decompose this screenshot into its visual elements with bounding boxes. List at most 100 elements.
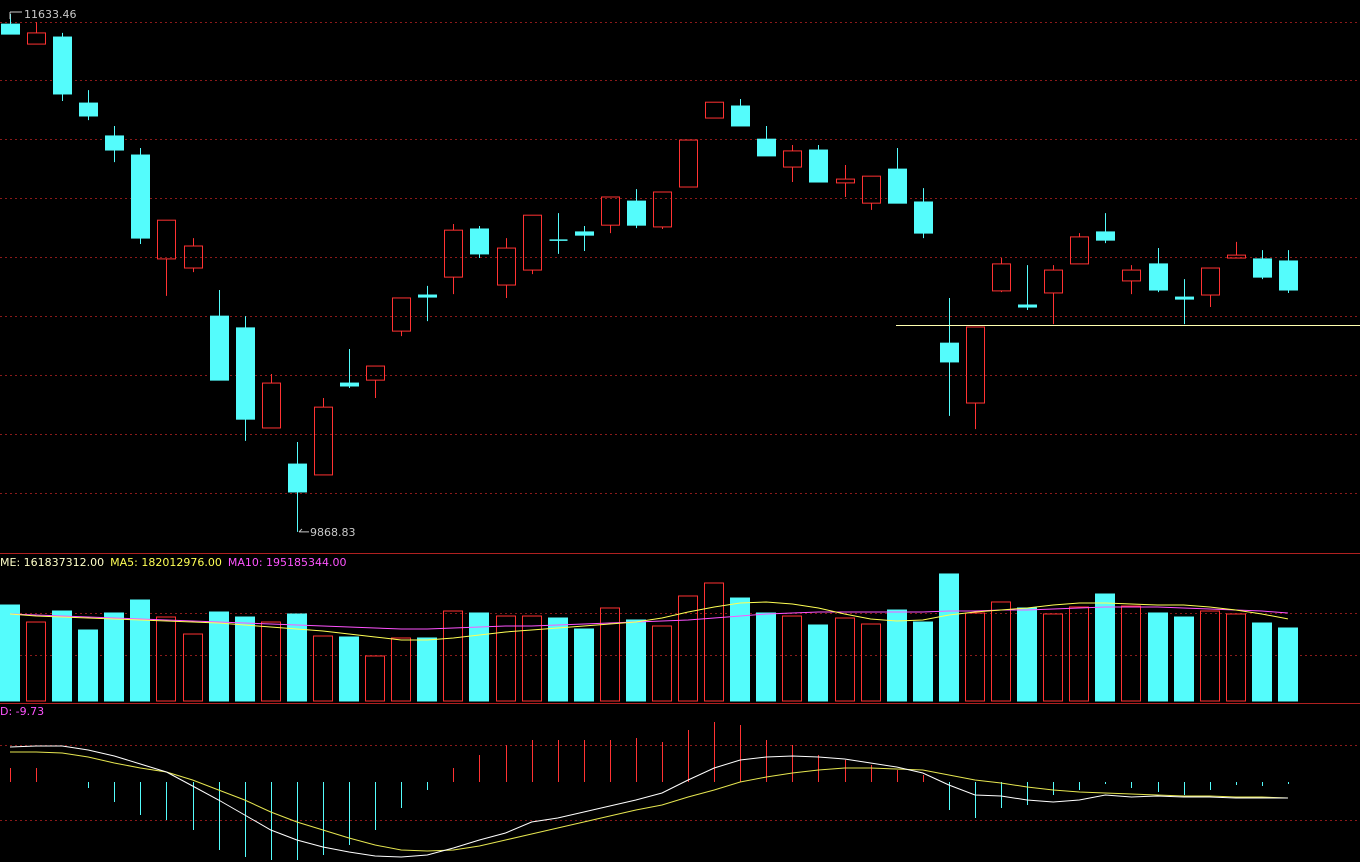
candle-body [1201, 267, 1220, 296]
candle-body [236, 327, 255, 420]
volume-bar [183, 633, 203, 702]
candle-body [470, 228, 489, 255]
candle-body [523, 214, 542, 271]
volume-bar [1121, 605, 1141, 702]
volume-bar [313, 635, 333, 702]
volume-bar [1095, 593, 1115, 702]
volume-bar [887, 609, 907, 702]
candle-body [314, 406, 333, 476]
volume-bar [678, 595, 698, 702]
volume-bar [156, 616, 176, 702]
candle-body [1227, 254, 1246, 259]
candle-body [914, 201, 933, 234]
candle-body [966, 326, 985, 404]
candle-body [627, 200, 646, 226]
min-pointer [298, 528, 309, 533]
volume-bar [1226, 613, 1246, 702]
candle-body [1044, 269, 1063, 294]
min-label: 9868.83 [310, 526, 356, 539]
volume-bar [704, 582, 724, 702]
volume-bar [1017, 607, 1037, 702]
candle-body [366, 365, 385, 381]
candle-body [705, 101, 724, 119]
candle-body [888, 168, 907, 204]
volume-bar [365, 655, 385, 702]
volume-bar [469, 612, 489, 702]
volume-bar [965, 612, 985, 702]
volume-bar [548, 617, 568, 702]
candle-body [757, 138, 776, 157]
volume-legend: ME: 161837312.00 [0, 556, 104, 569]
volume-bar [652, 625, 672, 702]
volume-bar [626, 619, 646, 702]
dif-line [9, 745, 1288, 858]
volume-legend: MA5: 182012976.00 [110, 556, 222, 569]
volume-bar [756, 612, 776, 702]
candle-body [105, 135, 124, 151]
volume-bar [939, 573, 959, 702]
candle-body [184, 245, 203, 269]
candle-body [1070, 236, 1089, 265]
candle-body [27, 32, 46, 45]
candle-body [679, 139, 698, 188]
volume-bar [782, 615, 802, 702]
candle-body [601, 196, 620, 226]
candle-body [497, 247, 516, 286]
volume-bar [1174, 616, 1194, 702]
volume-bar [991, 601, 1011, 702]
candle-body [262, 382, 281, 429]
candle-body [79, 102, 98, 117]
volume-bar [730, 597, 750, 702]
volume-bar [600, 607, 620, 702]
candle-body [575, 231, 594, 236]
volume-bar [443, 610, 463, 702]
candle-body [1122, 269, 1141, 282]
volume-bar [1043, 613, 1063, 702]
candle-body [444, 229, 463, 278]
volume-bar [417, 637, 437, 702]
volume-bar [104, 612, 124, 702]
candle-body [731, 105, 750, 127]
volume-bar [808, 624, 828, 702]
candle-body [809, 149, 828, 183]
volume-bar [1278, 627, 1298, 702]
volume-bar [574, 628, 594, 702]
volume-bar [1069, 606, 1089, 702]
candle-body [157, 219, 176, 260]
ma5-line [9, 601, 1288, 641]
candle-body [131, 154, 150, 239]
candle-body [1279, 260, 1298, 291]
volume-bar [78, 629, 98, 702]
candle-body [1, 23, 20, 35]
candle-body [940, 342, 959, 363]
volume-bar [835, 617, 855, 702]
max-label: 11633.46 [24, 8, 77, 21]
volume-bar [913, 621, 933, 702]
dea-line [10, 751, 1288, 852]
volume-bar [496, 615, 516, 702]
candle-body [1149, 263, 1168, 291]
candle-body [653, 191, 672, 228]
volume-bar [522, 615, 542, 702]
candle-body [1018, 304, 1037, 308]
ma10-line [9, 606, 1288, 630]
candle-body [392, 297, 411, 332]
volume-bar [391, 637, 411, 702]
volume-bar [261, 621, 281, 702]
candle-body [1175, 296, 1194, 300]
volume-bar [287, 613, 307, 702]
volume-bar [235, 616, 255, 702]
candle-body [862, 175, 881, 204]
candle-body [1096, 231, 1115, 241]
volume-bar [209, 611, 229, 702]
volume-legend: MA10: 195185344.00 [228, 556, 347, 569]
candle-body [210, 315, 229, 381]
volume-bar [0, 604, 20, 702]
volume-bar [26, 621, 46, 702]
volume-bar [861, 623, 881, 702]
candle-body [418, 294, 437, 298]
volume-bar [130, 599, 150, 702]
candle-body [992, 263, 1011, 292]
